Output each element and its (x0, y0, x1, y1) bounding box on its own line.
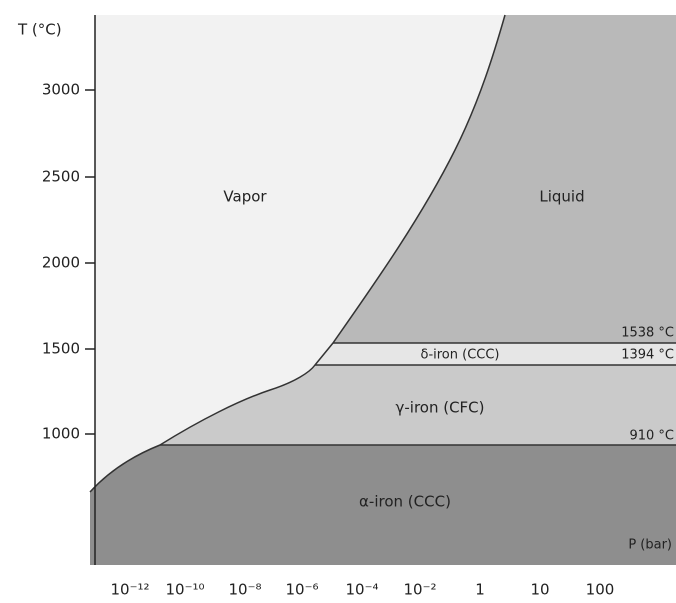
region-label: γ-iron (CFC) (395, 399, 484, 417)
y-tick-label: 1000 (42, 425, 80, 443)
y-tick-label: 1500 (42, 340, 80, 358)
y-axis-label: T (°C) (17, 21, 62, 39)
x-tick-label: 10⁻¹² (110, 581, 149, 599)
region-label: Vapor (223, 188, 267, 206)
x-tick-label: 10 (530, 581, 549, 599)
region-label: Liquid (539, 188, 584, 206)
x-tick-label: 10⁻⁸ (228, 581, 261, 599)
region-label: δ-iron (CCC) (420, 348, 499, 363)
x-tick-label: 10⁻¹⁰ (165, 581, 204, 599)
temperature-label: 1538 °C (621, 326, 674, 341)
x-tick-label: 10⁻² (403, 581, 436, 599)
temperature-label: 910 °C (629, 429, 674, 444)
region-label: α-iron (CCC) (359, 493, 451, 511)
x-axis-label: P (bar) (628, 538, 672, 553)
x-tick-label: 10⁻⁶ (285, 581, 318, 599)
y-tick-label: 2000 (42, 254, 80, 272)
phase-diagram: T (°C) 3000 2500 2000 1500 1000 10⁻¹² 10… (0, 0, 676, 603)
y-tick-label: 2500 (42, 168, 80, 186)
x-tick-label: 100 (586, 581, 615, 599)
y-tick-label: 3000 (42, 81, 80, 99)
temperature-label: 1394 °C (621, 348, 674, 363)
x-tick-label: 1 (475, 581, 485, 599)
x-tick-label: 10⁻⁴ (345, 581, 378, 599)
